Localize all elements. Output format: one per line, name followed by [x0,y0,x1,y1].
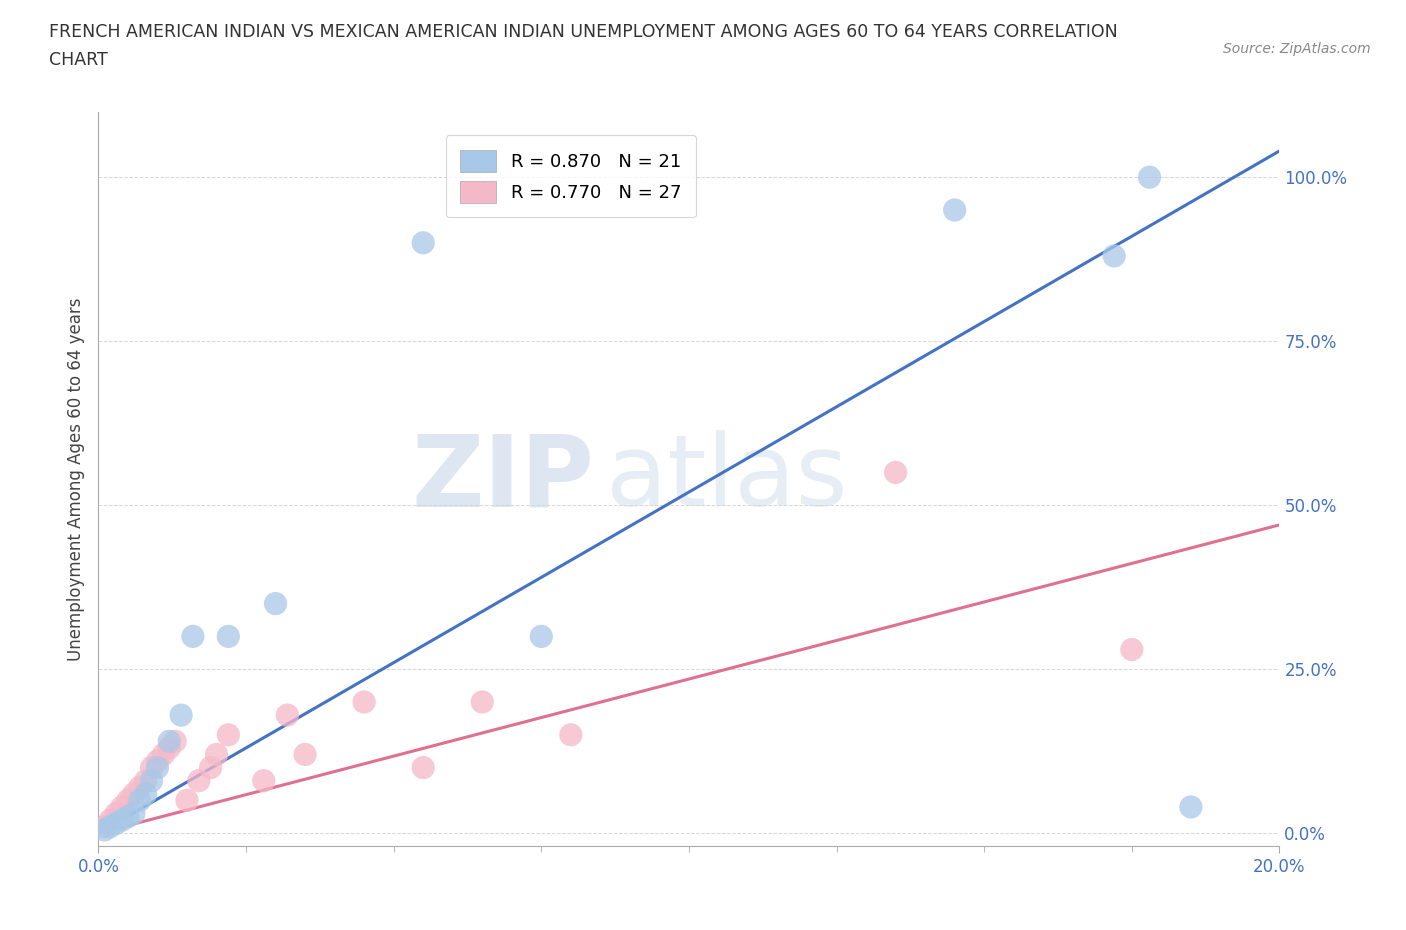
Point [146,753,169,768]
Text: atlas: atlas [606,431,848,527]
Point [1102,248,1125,263]
Y-axis label: Unemployment Among Ages 60 to 64 years: Unemployment Among Ages 60 to 64 years [66,298,84,660]
Point [276,708,298,723]
Point [530,629,553,644]
Point [1180,800,1202,815]
Point [412,235,434,250]
Point [111,813,134,828]
Point [217,727,239,742]
Point [412,760,434,775]
Point [200,760,222,775]
Point [170,708,193,723]
Point [122,787,145,802]
Point [117,793,139,808]
Point [152,747,174,762]
Point [943,203,966,218]
Text: CHART: CHART [49,51,108,69]
Point [105,806,128,821]
Point [294,747,316,762]
Point [98,819,121,834]
Point [884,465,907,480]
Point [253,773,276,788]
Point [181,629,204,644]
Point [353,695,375,710]
Text: ZIP: ZIP [412,431,595,527]
Point [98,813,121,828]
Point [122,806,145,821]
Point [141,760,163,775]
Point [1121,642,1143,657]
Point [93,819,115,834]
Point [117,809,139,824]
Point [135,773,157,788]
Point [560,727,582,742]
Point [264,596,287,611]
Point [157,740,180,755]
Point [93,822,115,837]
Text: Source: ZipAtlas.com: Source: ZipAtlas.com [1223,42,1371,56]
Point [111,800,134,815]
Point [135,787,157,802]
Legend: R = 0.870   N = 21, R = 0.770   N = 27: R = 0.870 N = 21, R = 0.770 N = 27 [446,136,696,218]
Text: FRENCH AMERICAN INDIAN VS MEXICAN AMERICAN INDIAN UNEMPLOYMENT AMONG AGES 60 TO : FRENCH AMERICAN INDIAN VS MEXICAN AMERIC… [49,23,1118,41]
Point [187,773,209,788]
Point [146,760,169,775]
Point [471,695,494,710]
Point [141,773,163,788]
Point [128,793,150,808]
Point [128,780,150,795]
Point [217,629,239,644]
Point [1139,170,1161,185]
Point [105,816,128,830]
Point [205,747,228,762]
Point [165,734,187,749]
Point [157,734,180,749]
Point [176,793,198,808]
